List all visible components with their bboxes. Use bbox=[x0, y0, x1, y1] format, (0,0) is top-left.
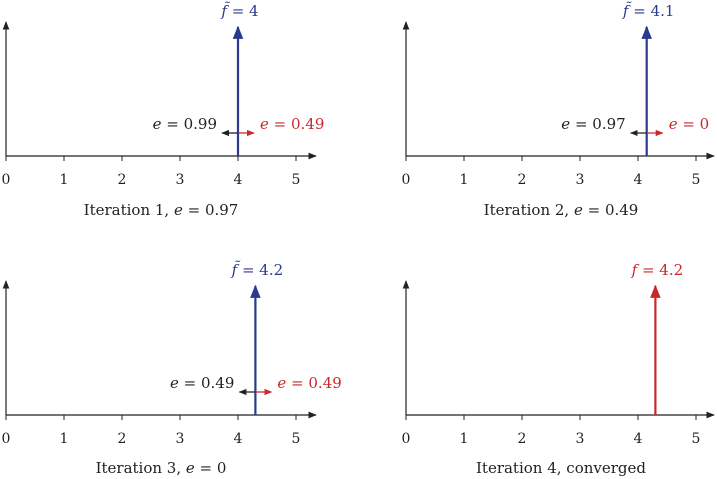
x-tick-label: 0 bbox=[402, 172, 411, 188]
x-tick-label: 1 bbox=[460, 431, 469, 447]
x-tick-label: 3 bbox=[576, 431, 585, 447]
x-tick-label: 5 bbox=[292, 431, 301, 447]
x-tick-label: 2 bbox=[118, 172, 127, 188]
panel-caption: Iteration 4, converged bbox=[476, 459, 646, 477]
right-bound-label: e = 0 bbox=[669, 115, 710, 133]
panel-caption: Iteration 3, e = 0 bbox=[96, 459, 227, 477]
x-ticks: 0 1 2 3 4 5 bbox=[2, 415, 301, 447]
x-tick-label: 1 bbox=[60, 431, 69, 447]
x-tick-label: 3 bbox=[176, 172, 185, 188]
x-tick-label: 1 bbox=[460, 172, 469, 188]
x-tick-label: 0 bbox=[2, 431, 11, 447]
left-bound-label: e = 0.49 bbox=[170, 374, 234, 392]
panel-3: 0 1 2 3 4 5 f̃ = 4.2 e = 0.49 e = 0.49 Iterat… bbox=[2, 261, 342, 477]
spike-label: f̃ = 4 bbox=[220, 2, 258, 20]
left-bound-label: e = 0.99 bbox=[153, 115, 217, 133]
x-tick-label: 1 bbox=[60, 172, 69, 188]
right-bound-label: e = 0.49 bbox=[277, 374, 341, 392]
x-tick-label: 2 bbox=[518, 172, 527, 188]
x-ticks: 0 1 2 3 4 5 bbox=[402, 156, 701, 188]
x-tick-label: 0 bbox=[402, 431, 411, 447]
spike-label: f̃ = 4.1 bbox=[622, 2, 675, 20]
panel-caption: Iteration 2, e = 0.49 bbox=[484, 201, 639, 219]
spike-label: f̃ = 4.2 bbox=[231, 261, 284, 279]
x-tick-label: 2 bbox=[118, 431, 127, 447]
x-tick-label: 4 bbox=[634, 172, 643, 188]
panel-2: 0 1 2 3 4 5 f̃ = 4.1 e = 0.97 e = 0 Iteration… bbox=[402, 2, 715, 219]
x-tick-label: 4 bbox=[234, 172, 243, 188]
x-tick-label: 3 bbox=[576, 172, 585, 188]
x-tick-label: 4 bbox=[634, 431, 643, 447]
panel-caption: Iteration 1, e = 0.97 bbox=[84, 201, 239, 219]
right-bound-label: e = 0.49 bbox=[260, 115, 324, 133]
x-tick-label: 5 bbox=[692, 431, 701, 447]
x-tick-label: 5 bbox=[692, 172, 701, 188]
x-tick-label: 0 bbox=[2, 172, 11, 188]
panel-1: 0 1 2 3 4 5 f̃ = 4 e = 0.99 e = 0.49 Iteratio… bbox=[2, 2, 325, 219]
panel-4: 0 1 2 3 4 5 f = 4.2 Iteration 4, converged bbox=[402, 261, 715, 477]
x-tick-label: 4 bbox=[234, 431, 243, 447]
x-ticks: 0 1 2 3 4 5 bbox=[402, 415, 701, 447]
x-tick-label: 5 bbox=[292, 172, 301, 188]
left-bound-label: e = 0.97 bbox=[561, 115, 625, 133]
spike-label: f = 4.2 bbox=[631, 261, 684, 279]
x-tick-label: 2 bbox=[518, 431, 527, 447]
x-tick-label: 3 bbox=[176, 431, 185, 447]
x-ticks: 0 1 2 3 4 5 bbox=[2, 156, 301, 188]
